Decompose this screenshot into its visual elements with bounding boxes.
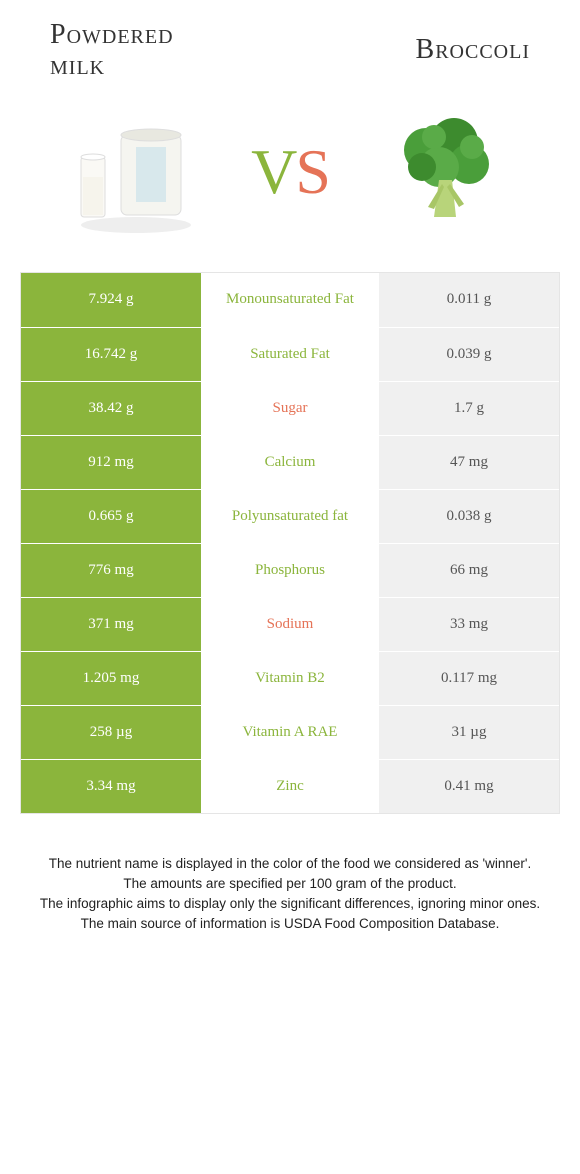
vs-label: VS — [241, 135, 339, 209]
right-value: 0.011 g — [379, 273, 559, 327]
nutrient-table: 7.924 gMonounsaturated Fat0.011 g16.742 … — [20, 272, 560, 814]
images-row: VS — [0, 92, 580, 272]
right-value: 47 mg — [379, 436, 559, 489]
right-value: 0.117 mg — [379, 652, 559, 705]
left-value: 0.665 g — [21, 490, 201, 543]
footer-line-4: The main source of information is USDA F… — [30, 914, 550, 934]
milk-icon — [61, 107, 211, 237]
left-value: 258 µg — [21, 706, 201, 759]
right-value: 66 mg — [379, 544, 559, 597]
left-title-line1: Powdered — [50, 19, 174, 50]
nutrient-label: Saturated Fat — [201, 328, 379, 381]
right-value: 1.7 g — [379, 382, 559, 435]
nutrient-label: Sodium — [201, 598, 379, 651]
table-row: 7.924 gMonounsaturated Fat0.011 g — [21, 273, 559, 327]
table-row: 38.42 gSugar1.7 g — [21, 381, 559, 435]
table-row: 258 µgVitamin A RAE31 µg — [21, 705, 559, 759]
table-row: 912 mgCalcium47 mg — [21, 435, 559, 489]
table-row: 371 mgSodium33 mg — [21, 597, 559, 651]
right-title: Broccoli — [416, 34, 530, 65]
left-value: 371 mg — [21, 598, 201, 651]
vs-s: S — [295, 136, 329, 207]
right-value: 0.038 g — [379, 490, 559, 543]
table-row: 0.665 gPolyunsaturated fat0.038 g — [21, 489, 559, 543]
footer-line-1: The nutrient name is displayed in the co… — [30, 854, 550, 874]
left-value: 16.742 g — [21, 328, 201, 381]
right-value: 31 µg — [379, 706, 559, 759]
right-value: 0.41 mg — [379, 760, 559, 813]
left-food-image — [30, 102, 241, 242]
right-food-title: Broccoli — [290, 35, 550, 66]
footer-line-3: The infographic aims to display only the… — [30, 894, 550, 914]
table-row: 16.742 gSaturated Fat0.039 g — [21, 327, 559, 381]
left-value: 38.42 g — [21, 382, 201, 435]
header: Powdered milk Broccoli — [0, 0, 580, 92]
broccoli-icon — [384, 112, 504, 232]
left-value: 1.205 mg — [21, 652, 201, 705]
left-value: 776 mg — [21, 544, 201, 597]
left-value: 3.34 mg — [21, 760, 201, 813]
vs-v: V — [251, 136, 295, 207]
table-row: 1.205 mgVitamin B20.117 mg — [21, 651, 559, 705]
right-value: 0.039 g — [379, 328, 559, 381]
table-row: 3.34 mgZinc0.41 mg — [21, 759, 559, 813]
footer-line-2: The amounts are specified per 100 gram o… — [30, 874, 550, 894]
footer-notes: The nutrient name is displayed in the co… — [0, 814, 580, 965]
nutrient-label: Vitamin B2 — [201, 652, 379, 705]
left-value: 7.924 g — [21, 273, 201, 327]
left-title-line2: milk — [50, 50, 105, 81]
table-row: 776 mgPhosphorus66 mg — [21, 543, 559, 597]
left-food-title: Powdered milk — [30, 20, 290, 82]
nutrient-label: Sugar — [201, 382, 379, 435]
left-value: 912 mg — [21, 436, 201, 489]
right-food-image — [339, 102, 550, 242]
nutrient-label: Phosphorus — [201, 544, 379, 597]
nutrient-label: Monounsaturated Fat — [201, 273, 379, 327]
nutrient-label: Calcium — [201, 436, 379, 489]
nutrient-label: Polyunsaturated fat — [201, 490, 379, 543]
nutrient-label: Zinc — [201, 760, 379, 813]
right-value: 33 mg — [379, 598, 559, 651]
nutrient-label: Vitamin A RAE — [201, 706, 379, 759]
